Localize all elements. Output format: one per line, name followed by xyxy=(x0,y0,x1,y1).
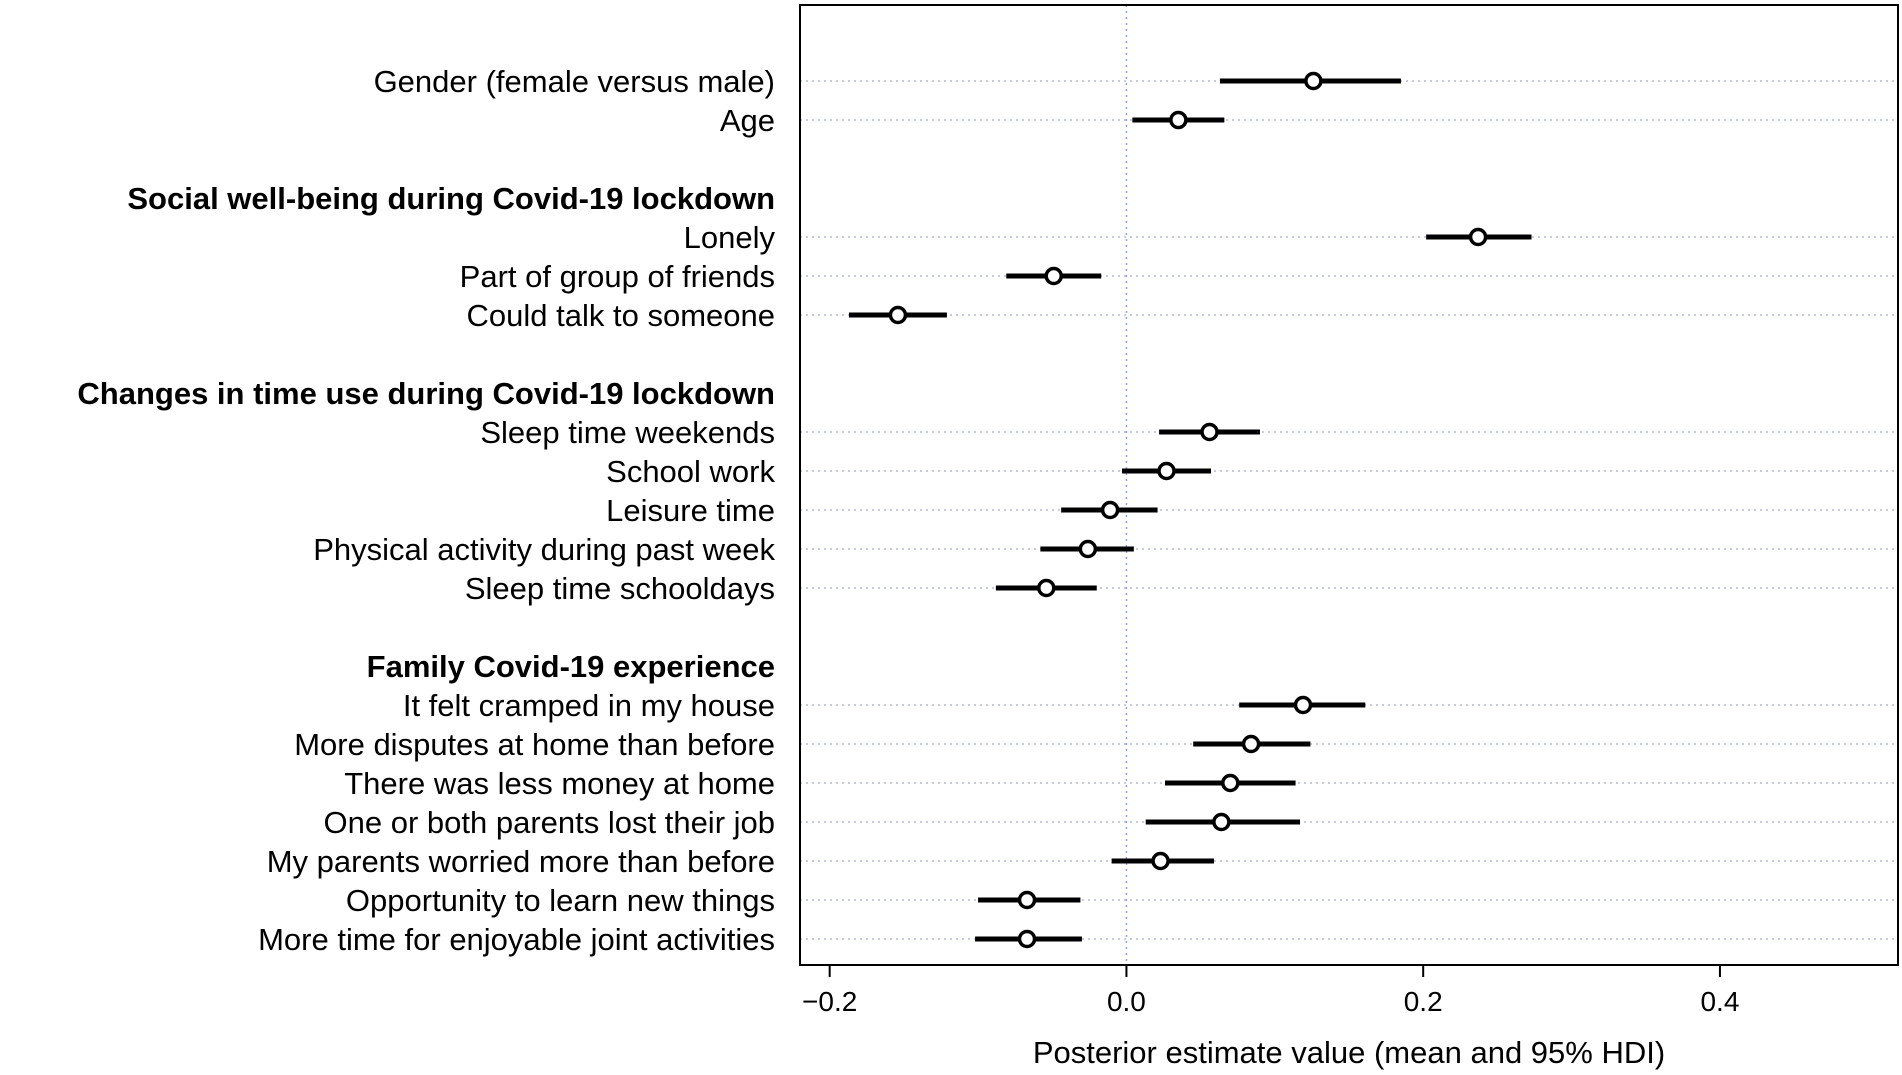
mean-point xyxy=(1293,695,1313,715)
x-axis-label: Posterior estimate value (mean and 95% H… xyxy=(1033,1035,1665,1070)
group-heading: Social well-being during Covid-19 lockdo… xyxy=(127,181,775,216)
mean-point xyxy=(1241,734,1261,754)
row-label: One or both parents lost their job xyxy=(324,805,775,840)
plot-frame xyxy=(799,4,1899,966)
row-label: Age xyxy=(720,103,775,138)
mean-point xyxy=(1037,578,1056,598)
mean-point xyxy=(1017,929,1037,949)
mean-point xyxy=(1157,461,1176,481)
row-label: Could talk to someone xyxy=(467,298,775,333)
row-label: School work xyxy=(606,454,775,489)
x-tick-label: 0.4 xyxy=(1700,986,1739,1017)
mean-point xyxy=(1221,773,1240,793)
row-label: Gender (female versus male) xyxy=(374,64,775,99)
row-label: More disputes at home than before xyxy=(294,727,775,762)
mean-point xyxy=(1100,500,1120,520)
row-labels: Gender (female versus male) Age Social wel… xyxy=(77,64,775,957)
mean-point xyxy=(1151,851,1170,871)
mean-point xyxy=(1304,71,1323,91)
x-axis: −0.2 0.0 0.2 0.4 xyxy=(802,965,1739,1017)
x-tick-label: 0.2 xyxy=(1404,986,1443,1017)
row-label: Leisure time xyxy=(606,493,775,528)
x-tick-label: 0.0 xyxy=(1107,986,1146,1017)
row-label: Sleep time weekends xyxy=(480,415,775,450)
row-label: Part of group of friends xyxy=(460,259,775,294)
group-heading: Changes in time use during Covid-19 lock… xyxy=(77,376,775,411)
mean-point xyxy=(1169,110,1188,130)
row-label: Lonely xyxy=(684,220,776,255)
row-label: My parents worried more than before xyxy=(267,844,775,879)
row-label: More time for enjoyable joint activities xyxy=(258,922,775,957)
mean-point xyxy=(1468,227,1488,247)
mean-point xyxy=(1212,812,1231,832)
mean-point xyxy=(1078,539,1098,559)
row-label: Opportunity to learn new things xyxy=(346,883,775,918)
group-heading: Family Covid-19 experience xyxy=(367,649,775,684)
row-label: There was less money at home xyxy=(344,766,775,801)
row-label: Physical activity during past week xyxy=(313,532,775,567)
x-tick-label: −0.2 xyxy=(802,986,857,1017)
mean-point xyxy=(1200,422,1219,442)
mean-point xyxy=(1017,890,1037,910)
mean-point xyxy=(1044,266,1063,286)
row-label: It felt cramped in my house xyxy=(403,688,775,723)
mean-point xyxy=(888,305,908,325)
interval-marks xyxy=(848,71,1532,949)
row-label: Sleep time schooldays xyxy=(465,571,775,606)
